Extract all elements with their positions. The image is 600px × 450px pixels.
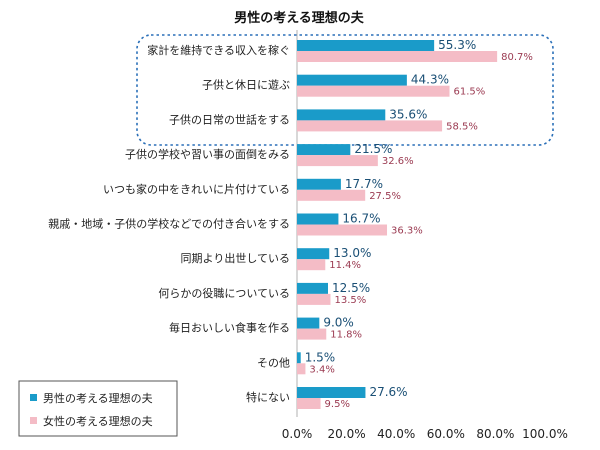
value-label-male: 35.6% — [389, 107, 427, 121]
bar-female — [297, 293, 331, 305]
bar-female — [297, 224, 388, 236]
value-label-female: 13.5% — [334, 295, 366, 306]
category-label: 何らかの役職についている — [158, 286, 290, 300]
value-label-male: 17.7% — [345, 177, 383, 191]
bar-male — [297, 109, 386, 121]
bar-male — [297, 40, 435, 51]
category-label: 毎日おいしい食事を作る — [169, 321, 290, 335]
value-label-female: 80.7% — [501, 52, 533, 63]
legend-label-female: 女性の考える理想の夫 — [43, 414, 153, 428]
bar-female — [297, 120, 443, 132]
bar-female — [297, 189, 366, 201]
legend-frame — [18, 380, 178, 437]
category-label: 親戚・地域・子供の学校などでの付き合いをする — [48, 217, 290, 231]
bar-male — [297, 282, 328, 294]
chart-title: 男性の考える理想の夫 — [234, 10, 365, 26]
category-label: 子供と休日に遊ぶ — [202, 78, 290, 92]
value-label-male: 27.6% — [369, 385, 407, 399]
value-label-female: 36.3% — [391, 226, 423, 237]
bar-male — [297, 248, 330, 260]
x-tick-label: 60.0% — [427, 427, 465, 441]
bar-male — [297, 178, 341, 190]
value-label-female: 58.5% — [446, 121, 478, 132]
category-label: 同期より出世している — [181, 251, 290, 265]
highlight-box — [136, 34, 554, 146]
value-label-female: 9.5% — [325, 399, 350, 410]
value-label-female: 61.5% — [454, 87, 486, 98]
value-label-male: 12.5% — [332, 281, 370, 295]
x-tick-label: 0.0% — [282, 427, 313, 441]
bars-group — [297, 40, 498, 409]
bar-male — [297, 352, 301, 364]
legend-swatch-female — [30, 417, 37, 424]
x-tick-label: 20.0% — [328, 427, 366, 441]
legend-label-male: 男性の考える理想の夫 — [43, 391, 153, 405]
bar-female — [297, 398, 321, 409]
value-label-female: 11.4% — [329, 260, 361, 271]
bar-female — [297, 85, 450, 97]
value-label-female: 27.5% — [369, 191, 401, 202]
x-axis-ticks: 0.0% 20.0% 40.0% 60.0% 80.0% 100.0% — [282, 427, 568, 441]
bar-male — [297, 144, 351, 156]
legend-swatch-male — [30, 394, 37, 401]
bar-female — [297, 328, 327, 340]
bar-male — [297, 74, 407, 86]
value-label-female: 32.6% — [382, 156, 414, 167]
category-label: いつも家の中をきれいに片付けている — [103, 182, 290, 196]
bar-male — [297, 317, 320, 329]
value-label-male: 21.5% — [354, 142, 392, 156]
bar-male — [297, 213, 339, 225]
bar-female — [297, 363, 306, 375]
category-label: 子供の学校や習い事の面倒をみる — [125, 147, 290, 161]
value-label-male: 44.3% — [411, 73, 449, 87]
value-label-male: 1.5% — [305, 350, 336, 364]
category-label: 家計を維持できる収入を稼ぐ — [147, 43, 290, 57]
value-label-male: 55.3% — [438, 38, 476, 52]
category-label: 子供の日常の世話をする — [169, 112, 290, 126]
bar-female — [297, 155, 378, 167]
category-label: 特にない — [246, 390, 290, 404]
x-tick-label: 40.0% — [377, 427, 415, 441]
x-tick-label: 80.0% — [476, 427, 514, 441]
category-label: その他 — [257, 356, 290, 369]
value-label-female: 11.8% — [330, 330, 362, 341]
bar-female — [297, 51, 498, 62]
value-labels: 55.3% 80.7% 44.3% 61.5% 35.6% 58.5% 21.5%32.6%… — [305, 38, 533, 410]
category-labels: 家計を維持できる収入を稼ぐ子供と休日に遊ぶ子供の日常の世話をする子供の学校や習い… — [48, 43, 290, 404]
value-label-male: 16.7% — [342, 212, 380, 226]
bar-female — [297, 259, 326, 271]
legend: 男性の考える理想の夫 女性の考える理想の夫 — [18, 380, 178, 437]
value-label-female: 3.4% — [309, 364, 334, 375]
x-tick-label: 100.0% — [522, 427, 568, 441]
bar-male — [297, 387, 366, 398]
value-label-male: 13.0% — [333, 246, 371, 260]
value-label-male: 9.0% — [323, 316, 354, 330]
